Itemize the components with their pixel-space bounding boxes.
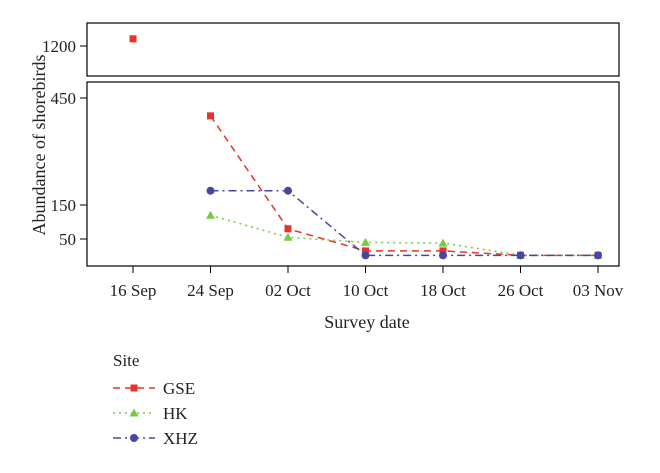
- x-tick-label: 16 Sep: [110, 281, 157, 300]
- data-point-xhz: [516, 251, 525, 260]
- data-point-gse: [129, 35, 137, 43]
- x-tick-label: 03 Nov: [573, 281, 624, 300]
- upper-panel: [86, 22, 620, 77]
- x-tick-label: 02 Oct: [265, 281, 311, 300]
- series-line-hk: [210, 214, 598, 257]
- x-axis: 16 Sep 24 Sep 02 Oct 10 Oct 18 Oct 26 Oct 03 N…: [110, 266, 624, 300]
- data-point-hk: [283, 232, 293, 241]
- x-tick-label: 26 Oct: [498, 281, 544, 300]
- data-point-xhz: [594, 251, 602, 260]
- legend-marker-xhz: [130, 434, 138, 442]
- data-point-hk: [361, 237, 370, 246]
- data-point-xhz: [284, 186, 292, 195]
- y-tick-label-1200: 1200: [42, 37, 76, 56]
- y-tick-label-50: 50: [59, 230, 76, 249]
- series-xhz: [206, 186, 602, 260]
- legend-entry-xhz: XHZ: [113, 429, 198, 448]
- legend-label-hk: HK: [163, 404, 188, 423]
- y-axis-title: Abundance of shorebirds: [29, 55, 49, 236]
- legend-marker-gse: [130, 384, 138, 392]
- x-tick-label: 24 Sep: [187, 281, 234, 300]
- legend-label-xhz: XHZ: [163, 429, 198, 448]
- x-tick-label: 10 Oct: [343, 281, 389, 300]
- legend: Site GSE HK XHZ: [113, 351, 198, 448]
- series-layer: [129, 35, 603, 260]
- series-line-gse: [209, 115, 598, 257]
- data-point-xhz: [439, 251, 447, 260]
- legend-title: Site: [113, 351, 139, 370]
- data-point-gse: [439, 247, 447, 255]
- x-axis-title: Survey date: [324, 312, 409, 332]
- legend-marker-hk: [129, 408, 139, 417]
- y-tick-label-450: 450: [51, 89, 77, 108]
- x-tick-label: 18 Oct: [420, 281, 466, 300]
- data-point-gse: [284, 225, 292, 233]
- data-point-gse: [207, 112, 214, 120]
- series-gse: [129, 35, 602, 259]
- lower-panel: [86, 81, 620, 267]
- data-point-hk: [206, 210, 215, 219]
- legend-entry-gse: GSE: [113, 379, 195, 398]
- data-point-hk: [438, 238, 448, 247]
- data-point-xhz: [206, 186, 215, 195]
- y-tick-label-150: 150: [51, 196, 77, 215]
- series-line-xhz: [210, 189, 598, 257]
- legend-label-gse: GSE: [163, 379, 195, 398]
- data-point-gse: [362, 247, 369, 255]
- legend-entry-hk: HK: [113, 404, 188, 423]
- data-point-xhz: [361, 251, 370, 260]
